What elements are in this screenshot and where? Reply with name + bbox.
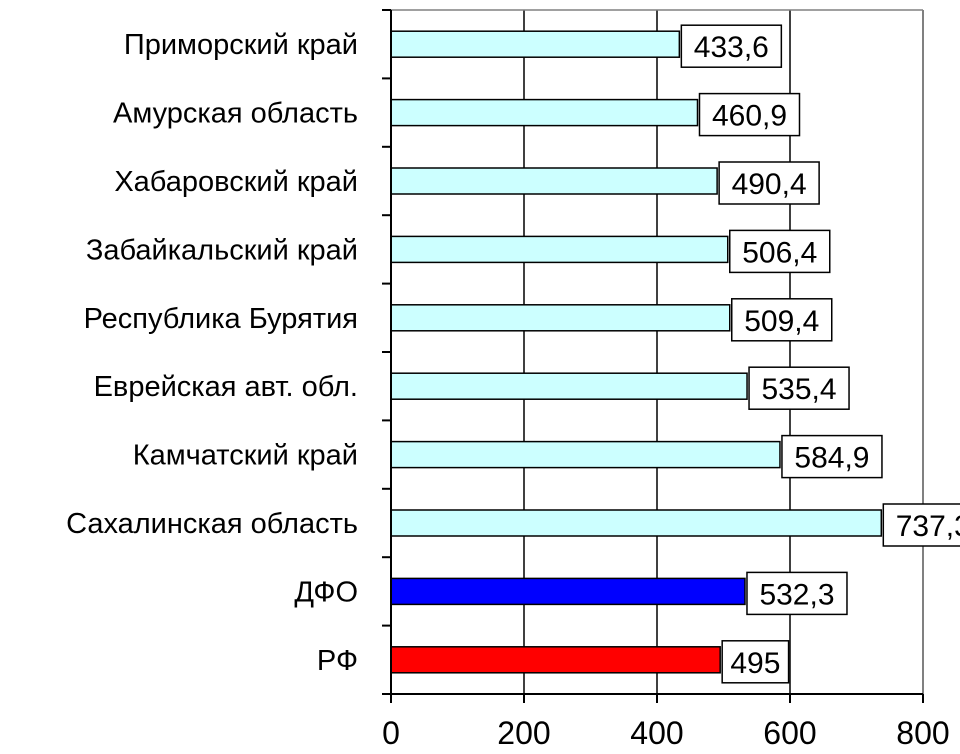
data-label-box <box>721 640 790 684</box>
category-label: Еврейская авт. обл. <box>94 371 358 403</box>
category-labels: Приморский край Амурская область Хабаровск… <box>66 29 358 677</box>
data-label-box <box>698 92 801 137</box>
data-label-box <box>718 161 820 205</box>
x-tick-label: 0 <box>382 715 400 751</box>
data-label-box <box>748 366 850 410</box>
category-label: Республика Бурятия <box>84 303 358 335</box>
x-tick-labels: 0 200 400 600 800 <box>382 715 950 751</box>
data-label: 490,4 <box>732 168 807 201</box>
data-label: 495 <box>730 647 780 680</box>
bar <box>390 98 699 127</box>
data-label-box <box>882 503 960 547</box>
data-label: 460,9 <box>712 100 787 133</box>
bar <box>390 646 721 674</box>
data-label: 584,9 <box>794 442 869 475</box>
data-label: 509,4 <box>744 305 819 338</box>
data-label-box <box>729 229 831 274</box>
category-label: Забайкальский край <box>86 234 358 266</box>
bar <box>390 30 681 58</box>
data-label-box <box>781 434 883 479</box>
bar <box>390 372 748 400</box>
x-tick-label: 600 <box>763 715 816 751</box>
category-label: РФ <box>317 645 358 677</box>
data-label: 535,4 <box>762 373 837 406</box>
x-tick-label: 200 <box>497 715 550 751</box>
data-label-box <box>731 298 833 342</box>
x-tick-label: 400 <box>630 715 683 751</box>
bar <box>390 167 718 195</box>
bar <box>390 235 729 264</box>
data-label: 737,3 <box>896 510 960 543</box>
category-label: Хабаровский край <box>114 166 358 198</box>
data-label: 433,6 <box>694 31 769 64</box>
category-label: Сахалинская область <box>66 508 358 540</box>
bar <box>390 509 883 537</box>
x-tick-label: 800 <box>896 715 949 751</box>
bars <box>390 30 883 674</box>
data-label-box <box>746 571 848 616</box>
category-label: Амурская область <box>113 98 358 130</box>
category-label: ДФО <box>294 576 358 608</box>
bar <box>390 304 731 332</box>
data-label: 532,3 <box>759 578 834 611</box>
data-label-box <box>680 24 783 68</box>
data-label: 506,4 <box>742 236 817 269</box>
category-label: Приморский край <box>124 29 358 61</box>
bar <box>390 577 746 606</box>
bar <box>390 440 781 469</box>
axes <box>382 9 924 703</box>
category-label: Камчатский край <box>133 440 358 472</box>
data-labels: 433,6 460,9 490,4 506,4 509,4 535,4 584,9 737,3… <box>680 24 960 684</box>
